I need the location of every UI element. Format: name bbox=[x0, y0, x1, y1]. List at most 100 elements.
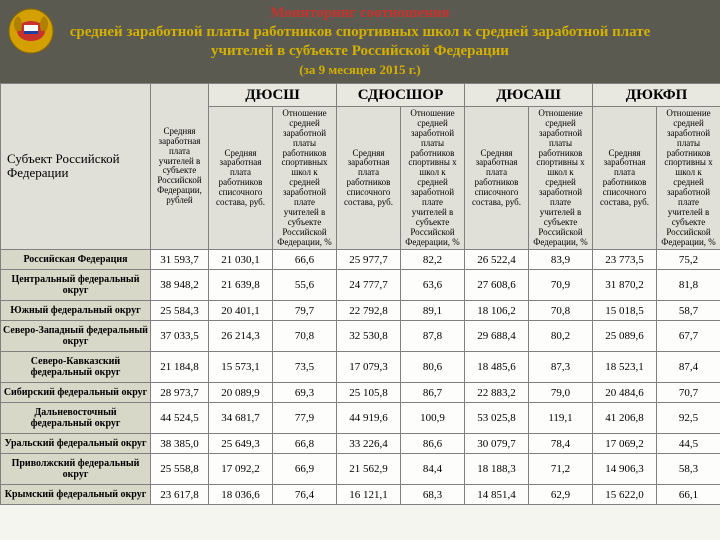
row-value: 62,9 bbox=[529, 485, 593, 505]
row-value: 16 121,1 bbox=[337, 485, 401, 505]
row-value: 77,9 bbox=[273, 403, 337, 434]
row-value: 86,6 bbox=[401, 434, 465, 454]
row-subject: Российская Федерация bbox=[1, 250, 151, 270]
row-value: 18 036,6 bbox=[209, 485, 273, 505]
row-value: 26 214,3 bbox=[209, 321, 273, 352]
table-row: Российская Федерация31 593,721 030,166,6… bbox=[1, 250, 720, 270]
row-value: 18 485,6 bbox=[465, 352, 529, 383]
row-teacher-salary: 38 948,2 bbox=[151, 270, 209, 301]
row-value: 14 906,3 bbox=[593, 454, 657, 485]
col-ratio-3: Отношение средней заработной платы работ… bbox=[529, 107, 593, 250]
title-line2: средней заработной платы работников спор… bbox=[70, 24, 651, 59]
row-value: 58,7 bbox=[657, 301, 720, 321]
row-teacher-salary: 28 973,7 bbox=[151, 383, 209, 403]
row-value: 82,2 bbox=[401, 250, 465, 270]
row-subject: Дальневосточный федеральный округ bbox=[1, 403, 151, 434]
row-value: 25 105,8 bbox=[337, 383, 401, 403]
row-subject: Приволжский федеральный округ bbox=[1, 454, 151, 485]
row-value: 87,8 bbox=[401, 321, 465, 352]
row-value: 26 522,4 bbox=[465, 250, 529, 270]
col-salary-3: Средняя заработная плата работников спис… bbox=[465, 107, 529, 250]
row-value: 17 079,3 bbox=[337, 352, 401, 383]
row-value: 21 639,8 bbox=[209, 270, 273, 301]
title-sub: (за 9 месяцев 2015 г.) bbox=[60, 62, 660, 78]
row-value: 87,4 bbox=[657, 352, 720, 383]
row-value: 41 206,8 bbox=[593, 403, 657, 434]
emblem-icon bbox=[6, 6, 56, 56]
row-value: 32 530,8 bbox=[337, 321, 401, 352]
row-value: 80,6 bbox=[401, 352, 465, 383]
row-subject: Крымский федеральный округ bbox=[1, 485, 151, 505]
row-value: 119,1 bbox=[529, 403, 593, 434]
row-value: 29 688,4 bbox=[465, 321, 529, 352]
row-value: 89,1 bbox=[401, 301, 465, 321]
group-sdyusshor: СДЮСШОР bbox=[337, 83, 465, 107]
row-subject: Центральный федеральный округ bbox=[1, 270, 151, 301]
row-value: 21 030,1 bbox=[209, 250, 273, 270]
row-value: 25 977,7 bbox=[337, 250, 401, 270]
table-row: Уральский федеральный округ38 385,025 64… bbox=[1, 434, 720, 454]
row-value: 83,9 bbox=[529, 250, 593, 270]
row-value: 75,2 bbox=[657, 250, 720, 270]
row-value: 79,0 bbox=[529, 383, 593, 403]
row-subject: Южный федеральный округ bbox=[1, 301, 151, 321]
row-teacher-salary: 25 584,3 bbox=[151, 301, 209, 321]
col-ratio-4: Отношение средней заработной платы работ… bbox=[657, 107, 720, 250]
row-value: 73,5 bbox=[273, 352, 337, 383]
row-value: 15 573,1 bbox=[209, 352, 273, 383]
row-value: 27 608,6 bbox=[465, 270, 529, 301]
row-teacher-salary: 38 385,0 bbox=[151, 434, 209, 454]
row-value: 21 562,9 bbox=[337, 454, 401, 485]
row-value: 70,9 bbox=[529, 270, 593, 301]
row-value: 17 069,2 bbox=[593, 434, 657, 454]
row-value: 100,9 bbox=[401, 403, 465, 434]
row-value: 18 188,3 bbox=[465, 454, 529, 485]
row-value: 70,8 bbox=[529, 301, 593, 321]
row-value: 70,7 bbox=[657, 383, 720, 403]
table-row: Северо-Кавказский федеральный округ21 18… bbox=[1, 352, 720, 383]
row-teacher-salary: 23 617,8 bbox=[151, 485, 209, 505]
row-value: 22 792,8 bbox=[337, 301, 401, 321]
row-subject: Сибирский федеральный округ bbox=[1, 383, 151, 403]
col-subject: Субъект Российской Федерации bbox=[1, 83, 151, 250]
row-value: 53 025,8 bbox=[465, 403, 529, 434]
row-value: 31 870,2 bbox=[593, 270, 657, 301]
row-value: 25 089,6 bbox=[593, 321, 657, 352]
row-value: 18 523,1 bbox=[593, 352, 657, 383]
row-value: 20 401,1 bbox=[209, 301, 273, 321]
group-dyusash: ДЮСАШ bbox=[465, 83, 593, 107]
title-line1: Мониторинг соотношения bbox=[270, 5, 449, 21]
row-value: 33 226,4 bbox=[337, 434, 401, 454]
col-ratio-2: Отношение средней заработной платы работ… bbox=[401, 107, 465, 250]
row-value: 24 777,7 bbox=[337, 270, 401, 301]
row-teacher-salary: 25 558,8 bbox=[151, 454, 209, 485]
row-value: 44,5 bbox=[657, 434, 720, 454]
row-value: 80,2 bbox=[529, 321, 593, 352]
row-value: 67,7 bbox=[657, 321, 720, 352]
row-value: 79,7 bbox=[273, 301, 337, 321]
row-value: 92,5 bbox=[657, 403, 720, 434]
row-value: 17 092,2 bbox=[209, 454, 273, 485]
row-value: 78,4 bbox=[529, 434, 593, 454]
row-value: 34 681,7 bbox=[209, 403, 273, 434]
col-teacher-salary: Средняя заработная плата учителей в субъ… bbox=[151, 83, 209, 250]
table-row: Центральный федеральный округ38 948,221 … bbox=[1, 270, 720, 301]
row-subject: Северо-Западный федеральный округ bbox=[1, 321, 151, 352]
row-subject: Северо-Кавказский федеральный округ bbox=[1, 352, 151, 383]
row-value: 25 649,3 bbox=[209, 434, 273, 454]
col-salary-2: Средняя заработная плата работников спис… bbox=[337, 107, 401, 250]
row-value: 87,3 bbox=[529, 352, 593, 383]
table-row: Сибирский федеральный округ28 973,720 08… bbox=[1, 383, 720, 403]
col-ratio-1: Отношение средней заработной платы работ… bbox=[273, 107, 337, 250]
group-dyukfp: ДЮКФП bbox=[593, 83, 720, 107]
row-value: 71,2 bbox=[529, 454, 593, 485]
salary-table: Субъект Российской Федерации Средняя зар… bbox=[0, 83, 720, 506]
row-value: 86,7 bbox=[401, 383, 465, 403]
row-teacher-salary: 44 524,5 bbox=[151, 403, 209, 434]
row-value: 20 089,9 bbox=[209, 383, 273, 403]
row-value: 20 484,6 bbox=[593, 383, 657, 403]
row-value: 18 106,2 bbox=[465, 301, 529, 321]
row-subject: Уральский федеральный округ bbox=[1, 434, 151, 454]
col-salary-4: Средняя заработная плата работников спис… bbox=[593, 107, 657, 250]
row-value: 70,8 bbox=[273, 321, 337, 352]
